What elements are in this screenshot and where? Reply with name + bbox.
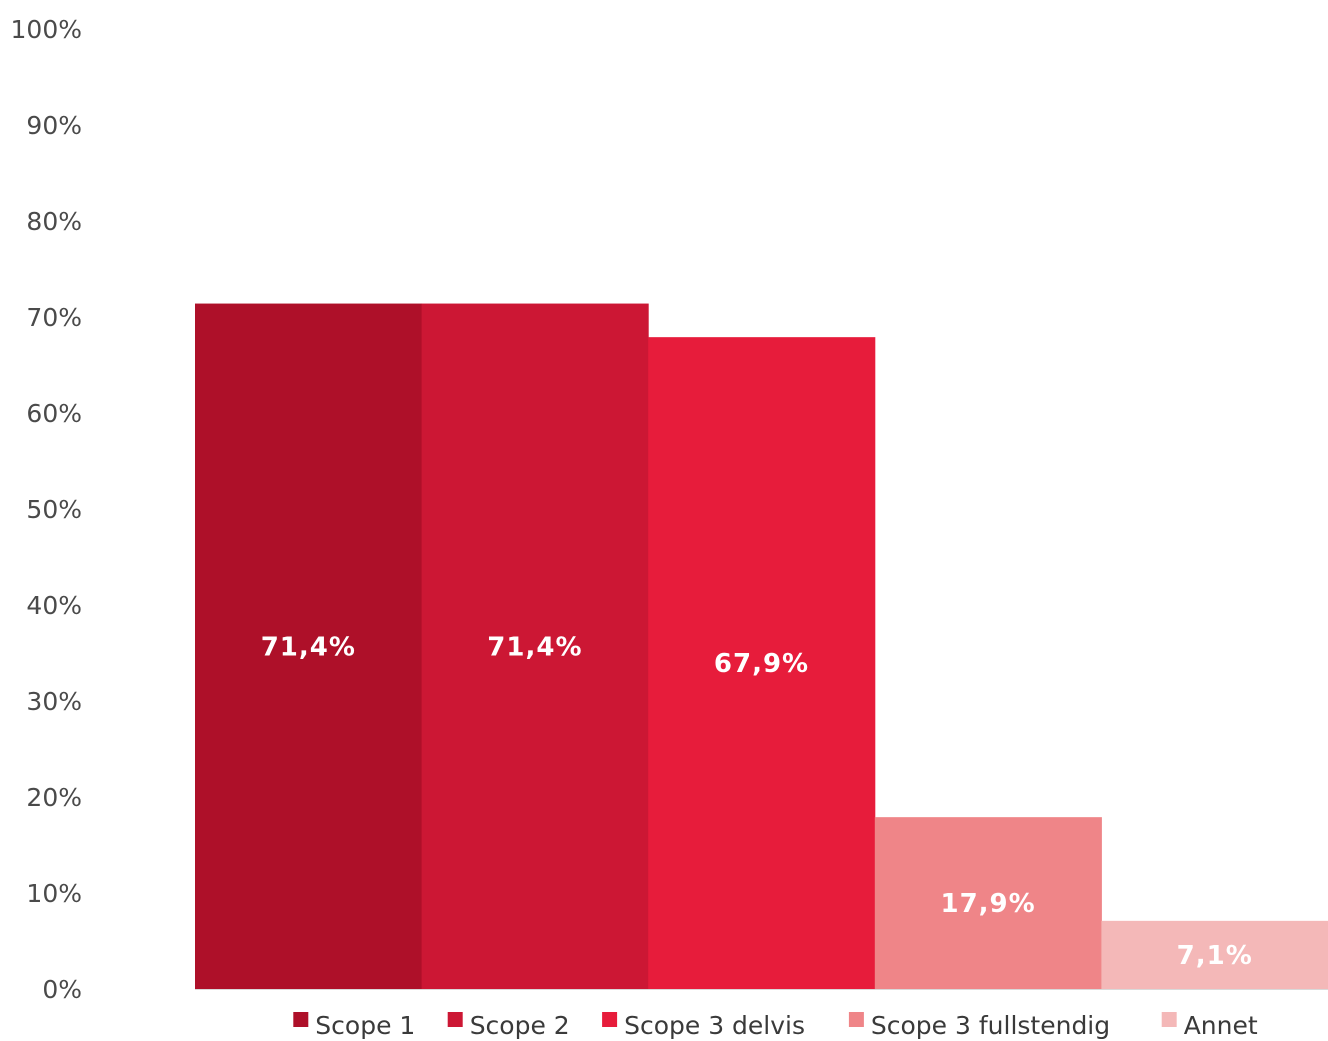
data-label: 71,4%: [487, 632, 582, 662]
legend-swatch: [293, 1012, 309, 1027]
y-tick-label: 50%: [26, 495, 82, 524]
data-label: 17,9%: [940, 889, 1035, 919]
legend-label: Scope 3 fullstendig: [871, 1011, 1110, 1040]
bar: [648, 337, 876, 989]
legend-item: Scope 3 delvis: [602, 1011, 805, 1040]
legend-label: Annet: [1184, 1011, 1258, 1040]
legend-label: Scope 1: [315, 1011, 415, 1040]
data-label: 67,9%: [714, 649, 809, 679]
legend-item: Scope 1: [293, 1011, 415, 1040]
legend-swatch: [848, 1012, 864, 1027]
legend: Scope 1 Scope 2 Scope 3 delvis Scope 3 full…: [293, 1011, 1258, 1040]
y-axis: 0% 10% 20% 30% 40% 50% 60% 70% 80% 90% 100%: [11, 15, 82, 1004]
y-tick-label: 80%: [26, 207, 82, 236]
y-tick-label: 40%: [26, 591, 82, 620]
bar: [1101, 920, 1328, 989]
data-label: 71,4%: [261, 632, 356, 662]
y-tick-label: 70%: [26, 303, 82, 332]
y-tick-label: 10%: [26, 879, 82, 908]
legend-swatch: [447, 1012, 463, 1027]
legend-swatch: [602, 1012, 618, 1027]
bar: [421, 303, 649, 989]
legend-swatch: [1161, 1012, 1177, 1027]
data-label: 7,1%: [1177, 941, 1253, 971]
bars: [195, 303, 1328, 989]
bar: [195, 303, 423, 989]
legend-label: Scope 2: [470, 1011, 570, 1040]
bar: [874, 817, 1102, 989]
data-labels: 71,4% 71,4% 67,9% 17,9% 7,1%: [261, 632, 1253, 971]
y-tick-label: 0%: [42, 975, 82, 1004]
legend-item: Scope 2: [447, 1011, 570, 1040]
y-tick-label: 60%: [26, 399, 82, 428]
y-tick-label: 30%: [26, 687, 82, 716]
legend-label: Scope 3 delvis: [624, 1011, 805, 1040]
y-tick-label: 100%: [11, 15, 82, 44]
legend-item: Annet: [1161, 1011, 1258, 1040]
y-tick-label: 20%: [26, 783, 82, 812]
legend-item: Scope 3 fullstendig: [848, 1011, 1110, 1040]
y-tick-label: 90%: [26, 111, 82, 140]
